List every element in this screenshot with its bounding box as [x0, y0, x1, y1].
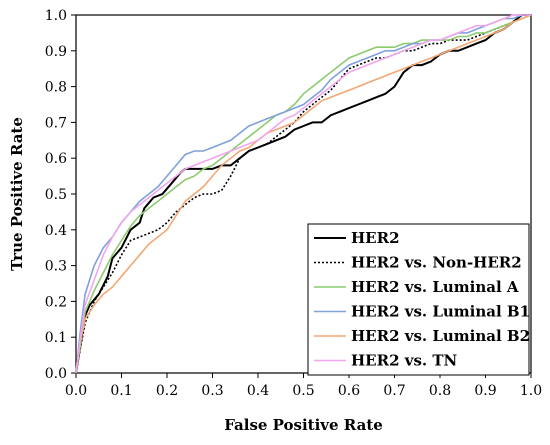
- legend-label: HER2: [351, 229, 400, 247]
- y-tick-label: 0.1: [45, 330, 67, 346]
- y-tick-label: 0.0: [45, 366, 67, 382]
- legend-label: HER2 vs. TN: [351, 352, 457, 370]
- x-axis-ticks: 0.0 0.1 0.2 0.3 0.4 0.5 0.6 0.7 0.8 0.9 1.0: [65, 373, 542, 399]
- x-tick-label: 0.9: [474, 383, 496, 399]
- x-tick-label: 1.0: [520, 383, 542, 399]
- y-tick-label: 0.5: [45, 187, 67, 203]
- y-axis-ticks: 0.0 0.1 0.2 0.3 0.4 0.5 0.6 0.7 0.8 0.9 1.0: [45, 8, 76, 382]
- series-layer: [75, 14, 532, 374]
- x-tick-label: 0.4: [247, 383, 269, 399]
- y-tick-label: 0.7: [45, 115, 67, 131]
- x-tick-label: 0.8: [429, 383, 451, 399]
- y-tick-label: 0.4: [45, 223, 67, 239]
- series-line-her2-vs-tn: [75, 14, 531, 374]
- legend-box: [307, 223, 530, 376]
- x-tick-label: 0.6: [338, 383, 360, 399]
- x-tick-label: 0.0: [65, 383, 87, 399]
- legend: HER2 HER2 vs. Non-HER2 HER2 vs. Luminal A H…: [307, 223, 530, 376]
- x-tick-label: 0.7: [383, 383, 405, 399]
- y-tick-label: 0.2: [45, 294, 67, 310]
- y-tick-label: 0.8: [45, 80, 67, 96]
- legend-label: HER2 vs. Non-HER2: [351, 254, 522, 272]
- series-line-her2-vs-luminal-b2: [75, 14, 532, 374]
- y-tick-label: 0.3: [45, 259, 67, 275]
- legend-label: HER2 vs. Luminal B2: [351, 327, 530, 345]
- x-tick-label: 0.5: [292, 383, 314, 399]
- legend-label: HER2 vs. Luminal B1: [351, 303, 530, 321]
- x-tick-label: 0.3: [201, 383, 223, 399]
- y-tick-label: 0.9: [45, 44, 67, 60]
- x-tick-label: 0.2: [156, 383, 178, 399]
- y-tick-label: 1.0: [45, 8, 67, 24]
- x-axis-title: False Positive Rate: [224, 416, 383, 434]
- series-line-her2-vs-luminal-a: [75, 14, 532, 374]
- y-tick-label: 0.6: [45, 151, 67, 167]
- x-tick-label: 0.1: [110, 383, 132, 399]
- y-axis-title: True Positive Rate: [8, 117, 26, 271]
- legend-label: HER2 vs. Luminal A: [351, 278, 519, 296]
